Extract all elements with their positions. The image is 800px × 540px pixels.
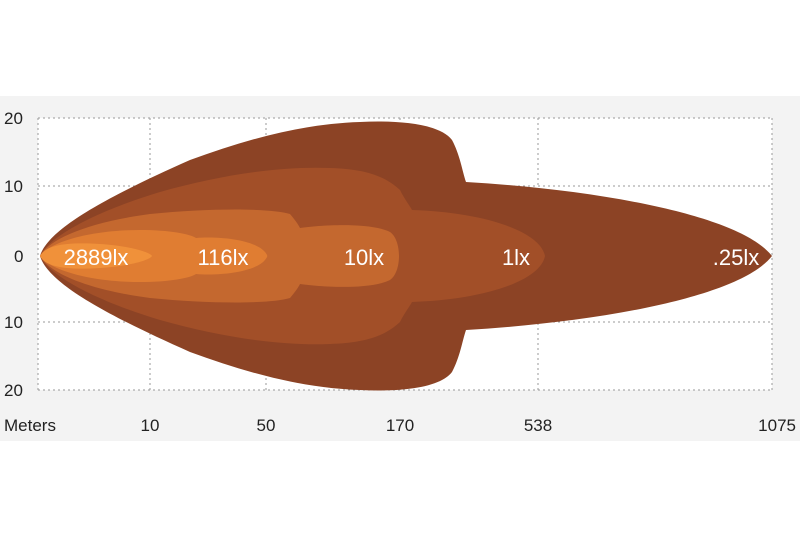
y-tick-label: 10 [4,177,23,196]
zones [40,121,772,391]
x-tick-label: 10 [141,416,160,435]
zone-116lx [40,230,268,282]
zone-labels: 2889lx 116lx 10lx 1lx .25lx [64,245,760,270]
y-tick-label: 20 [4,109,23,128]
x-tick-label: 538 [524,416,552,435]
x-tick-label: 170 [386,416,414,435]
y-axis: 20 10 0 10 20 [4,109,23,400]
x-tick-label: 50 [257,416,276,435]
zone-2889lx [40,243,152,269]
lux-label-025lx: .25lx [713,245,759,270]
lux-label-116lx: 116lx [198,245,249,270]
lux-label-1lx: 1lx [502,245,530,270]
lux-label-2889lx: 2889lx [64,245,129,270]
x-axis: Meters 10 50 170 538 1075 [4,416,796,435]
y-tick-label: 20 [4,381,23,400]
y-tick-label: 0 [14,247,23,266]
lux-label-10lx: 10lx [344,245,384,270]
x-tick-label: 1075 [758,416,796,435]
y-tick-label: 10 [4,313,23,332]
x-axis-label: Meters [4,416,56,435]
